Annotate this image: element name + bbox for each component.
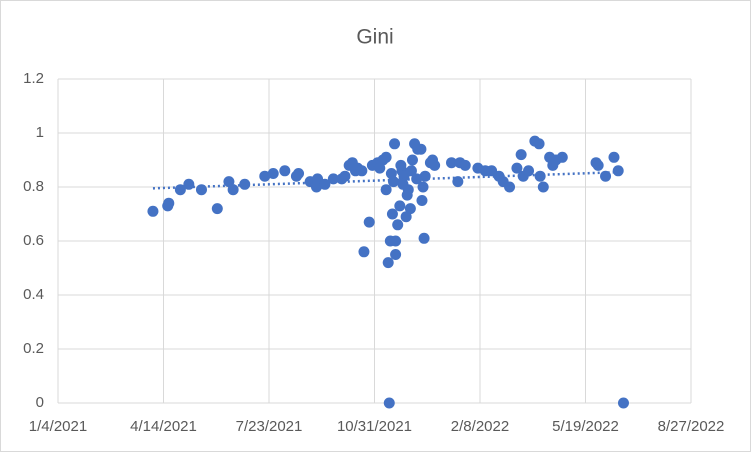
point [504,181,516,193]
point [327,173,339,185]
y-tick-label: 1 [36,124,44,141]
point [429,159,441,171]
y-tick-label: 0.6 [23,232,44,249]
point [382,257,394,269]
point [608,151,620,163]
point [416,195,428,206]
point [339,170,351,182]
point [363,216,375,228]
x-tick-label: 4/14/2021 [130,418,197,435]
point [459,159,471,171]
point [390,249,402,260]
point [418,232,430,244]
point [293,168,305,179]
point [380,184,392,196]
point [259,170,271,182]
point [404,203,416,215]
y-tick-label: 0.2 [23,340,44,357]
point [511,162,523,174]
point [390,235,402,247]
point [387,176,399,188]
point [446,157,458,169]
point [310,181,322,193]
point [211,203,223,215]
x-tick-label: 8/27/2022 [658,418,725,435]
point [383,397,395,409]
x-tick-label: 7/23/2021 [236,418,303,435]
point [411,173,423,185]
y-tick-label: 0.8 [23,178,44,195]
point [533,138,545,150]
point [556,151,568,163]
point [386,208,398,220]
point [397,178,409,190]
point [183,178,195,190]
point [392,219,404,231]
point [537,181,549,193]
point [395,159,407,171]
y-tick-label: 1.2 [23,70,44,87]
point [394,200,406,212]
x-tick-label: 2/8/2022 [451,418,509,435]
point [163,197,175,209]
x-tick-label: 5/19/2022 [552,418,619,435]
point [401,189,413,201]
point [515,149,527,161]
point [592,159,604,171]
x-tick-label: 1/4/2021 [29,418,87,435]
point [227,184,239,196]
point [405,165,417,177]
point [319,178,331,190]
point [279,165,291,177]
point [374,162,386,174]
point [380,151,392,163]
point [223,176,235,188]
y-tick-label: 0.4 [23,286,44,303]
point [406,154,418,166]
point [356,165,368,177]
y-tick-label: 0 [36,394,44,411]
point [400,211,412,223]
point [267,168,279,179]
point [195,184,207,196]
point [358,246,370,258]
chart-title: Gini [356,26,393,49]
point [617,397,629,409]
point [417,181,429,193]
x-tick-label: 10/31/2021 [337,418,412,435]
point [523,165,535,177]
point [389,138,401,150]
point [452,176,464,188]
point [534,170,546,182]
point [415,143,427,155]
point [147,205,159,217]
point [612,165,624,177]
